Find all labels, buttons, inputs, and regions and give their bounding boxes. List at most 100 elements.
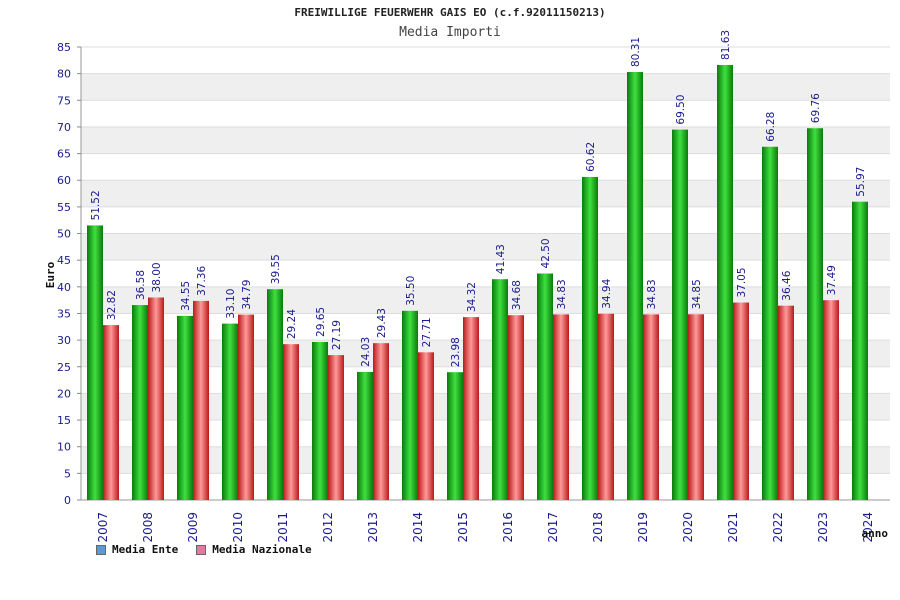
grid-band xyxy=(81,446,890,474)
data-label-media-ente: 60.62 xyxy=(585,142,597,172)
data-label-media-ente: 69.50 xyxy=(675,95,687,125)
bar-media-nazionale xyxy=(328,355,344,500)
data-label-media-nazionale: 37.49 xyxy=(826,265,838,295)
data-label-media-ente: 39.55 xyxy=(270,254,282,284)
data-label-media-ente: 81.63 xyxy=(720,30,732,60)
x-tick-label: 2021 xyxy=(726,512,740,543)
y-tick-label: 80 xyxy=(57,68,71,81)
bar-media-ente xyxy=(492,279,508,500)
data-label-media-ente: 23.98 xyxy=(450,337,462,367)
y-tick-label: 75 xyxy=(57,94,71,107)
legend-item-ente: Media Ente xyxy=(96,543,178,556)
bar-media-ente xyxy=(267,289,283,500)
grid-band xyxy=(81,340,890,367)
data-label-media-nazionale: 27.19 xyxy=(331,320,343,350)
y-tick-label: 20 xyxy=(57,387,71,400)
x-tick-label: 2013 xyxy=(366,512,380,543)
data-label-media-nazionale: 29.24 xyxy=(286,309,298,339)
x-axis-label: anno xyxy=(862,527,889,540)
y-tick-label: 65 xyxy=(57,148,71,161)
x-tick-label: 2017 xyxy=(546,512,560,543)
x-tick-label: 2009 xyxy=(186,512,200,543)
y-tick-label: 15 xyxy=(57,414,71,427)
bar-media-ente xyxy=(222,323,238,500)
bar-media-nazionale xyxy=(418,352,434,500)
data-label-media-nazionale: 27.71 xyxy=(421,317,433,347)
bar-media-nazionale xyxy=(778,305,794,500)
y-tick-label: 50 xyxy=(57,228,71,241)
x-tick-label: 2015 xyxy=(456,512,470,543)
bar-media-ente xyxy=(672,129,688,500)
y-tick-label: 25 xyxy=(57,361,71,374)
bar-media-nazionale xyxy=(148,297,164,500)
y-tick-label: 60 xyxy=(57,174,71,187)
data-label-media-nazionale: 34.79 xyxy=(241,280,253,310)
x-tick-label: 2007 xyxy=(96,512,110,543)
data-label-media-ente: 69.76 xyxy=(810,93,822,123)
legend-label-nazionale: Media Nazionale xyxy=(212,543,312,556)
bar-media-ente xyxy=(402,310,418,500)
bar-media-nazionale xyxy=(598,313,614,500)
data-label-media-ente: 35.50 xyxy=(405,276,417,306)
y-tick-label: 70 xyxy=(57,121,71,134)
data-label-media-nazionale: 34.32 xyxy=(466,282,478,312)
grid-lines xyxy=(81,46,890,501)
x-axis-ticks: 2007 2008 2009 2010 2011 2012 2013 2014 2015 2016… xyxy=(96,512,875,543)
x-tick-label: 2023 xyxy=(816,512,830,543)
grid-bands xyxy=(81,73,890,474)
data-label-media-ente: 66.28 xyxy=(765,112,777,142)
bar-media-ente xyxy=(627,71,643,501)
data-label-media-ente: 34.55 xyxy=(180,281,192,311)
data-label-media-ente: 29.65 xyxy=(315,307,327,337)
bar-media-ente xyxy=(717,64,733,501)
grid-band xyxy=(81,126,890,154)
data-label-media-nazionale: 38.00 xyxy=(151,262,163,292)
x-tick-label: 2019 xyxy=(636,512,650,543)
bar-media-nazionale xyxy=(688,314,704,500)
data-label-media-ente: 51.52 xyxy=(90,190,102,220)
y-tick-label: 40 xyxy=(57,281,71,294)
x-tick-label: 2014 xyxy=(411,512,425,543)
x-tick-label: 2024 xyxy=(861,512,875,543)
bar-media-ente xyxy=(447,372,463,500)
data-label-media-ente: 55.97 xyxy=(855,167,867,197)
bar-media-ente xyxy=(312,341,328,500)
bar-media-nazionale xyxy=(193,300,209,500)
bar-media-ente xyxy=(87,225,103,500)
bar-media-nazionale xyxy=(553,314,569,500)
y-tick-label: 10 xyxy=(57,441,71,454)
data-label-media-nazionale: 34.68 xyxy=(511,280,523,310)
grid-band xyxy=(81,233,890,261)
data-label-media-nazionale: 29.43 xyxy=(376,308,388,338)
bar-media-nazionale xyxy=(283,344,299,500)
axes xyxy=(80,47,890,501)
y-axis-label: Euro xyxy=(44,261,57,288)
bar-media-nazionale xyxy=(733,302,749,500)
bar-media-ente xyxy=(132,305,148,500)
bar-media-nazionale xyxy=(238,314,254,500)
data-label-media-nazionale: 32.82 xyxy=(106,290,118,320)
x-tick-label: 2012 xyxy=(321,512,335,543)
bar-media-ente xyxy=(537,273,553,500)
legend-label-ente: Media Ente xyxy=(112,543,179,556)
y-tick-label: 0 xyxy=(64,494,71,507)
data-label-media-nazionale: 34.85 xyxy=(691,279,703,309)
y-tick-label: 30 xyxy=(57,334,71,347)
grid-band xyxy=(81,393,890,421)
y-tick-label: 55 xyxy=(57,201,71,214)
data-label-media-nazionale: 37.05 xyxy=(736,267,748,297)
bar-media-nazionale xyxy=(508,315,524,500)
y-tick-label: 35 xyxy=(57,307,71,320)
bar-media-ente xyxy=(357,371,373,500)
x-tick-label: 2018 xyxy=(591,512,605,543)
bar-media-nazionale xyxy=(823,300,839,500)
x-tick-label: 2016 xyxy=(501,512,515,543)
legend-swatch-nazionale xyxy=(196,544,207,555)
bar-media-ente xyxy=(807,128,823,501)
x-tick-label: 2010 xyxy=(231,512,245,543)
bars: 51.52 32.82 36.58 38.00 34.55 37.36 33.10 34.79… xyxy=(87,30,868,501)
legend: Media Ente Media Nazionale xyxy=(96,543,312,556)
bar-media-ente xyxy=(762,146,778,500)
bar-media-nazionale xyxy=(373,343,389,500)
data-label-media-nazionale: 34.83 xyxy=(556,279,568,309)
